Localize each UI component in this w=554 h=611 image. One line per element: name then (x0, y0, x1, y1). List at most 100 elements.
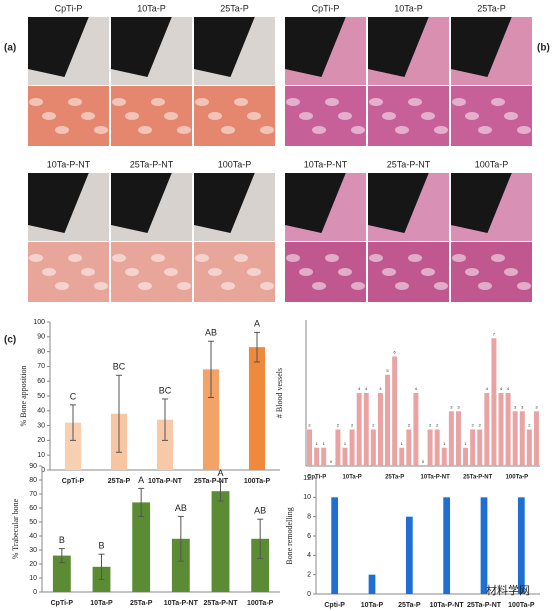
bar (202, 369, 220, 470)
value-label: 2 (429, 423, 432, 428)
value-label: 2 (436, 423, 439, 428)
bar (477, 429, 483, 466)
value-label: 2 (337, 423, 340, 428)
bar (385, 374, 391, 466)
tissue (195, 98, 209, 106)
y-tick-label: 10 (29, 575, 37, 582)
tissue (325, 254, 339, 262)
bar (335, 429, 341, 466)
y-tick-label: 0 (33, 589, 37, 596)
image-label: 25Ta-P (220, 3, 249, 13)
y-tick-label: 70 (29, 491, 37, 498)
y-tick-label: 80 (37, 348, 45, 355)
bar (512, 411, 518, 466)
tissue (68, 254, 82, 262)
tissue (299, 112, 313, 120)
bar (463, 447, 469, 466)
tissue (491, 254, 505, 262)
bar (434, 429, 440, 466)
bar (356, 393, 362, 466)
value-label: 1 (344, 441, 347, 446)
bar (533, 411, 539, 466)
value-label: 1 (464, 441, 467, 446)
bar (470, 429, 476, 466)
value-label: 4 (500, 386, 503, 391)
tissue (247, 268, 261, 276)
bar (498, 393, 504, 466)
bar (448, 411, 454, 466)
panel-label: (c) (4, 335, 16, 346)
image-label: 25Ta-P (477, 3, 506, 13)
tissue (421, 268, 435, 276)
tissue (247, 112, 261, 120)
bar (211, 491, 230, 592)
y-tick-label: 20 (37, 437, 45, 444)
tissue (434, 282, 448, 290)
tissue (151, 254, 165, 262)
value-label: 1 (401, 441, 404, 446)
tissue (55, 126, 69, 134)
tissue (465, 112, 479, 120)
significance-letter: AB (254, 506, 266, 516)
y-tick-label: 60 (37, 378, 45, 385)
bar (484, 393, 490, 466)
bar (52, 555, 71, 592)
value-label: 2 (308, 423, 311, 428)
value-label: 3 (521, 404, 524, 409)
tissue (208, 112, 222, 120)
value-label: 4 (365, 386, 368, 391)
tissue (177, 282, 191, 290)
tissue (260, 282, 274, 290)
x-tick-label: 25Ta-P-NT (467, 602, 502, 609)
image-label: 25Ta-P-NT (130, 159, 174, 169)
y-tick-label: 60 (29, 505, 37, 512)
bar (491, 338, 497, 466)
image-label: 10Ta-P-NT (47, 159, 91, 169)
value-label: 3 (450, 404, 453, 409)
x-tick-label: 25Ta-P-NT (463, 475, 493, 481)
y-tick-label: 12 (303, 475, 311, 482)
value-label: 5 (386, 368, 389, 373)
tissue (29, 254, 43, 262)
tissue (55, 282, 69, 290)
value-label: 4 (507, 386, 510, 391)
histology-image (368, 242, 449, 302)
tissue (81, 268, 95, 276)
significance-letter: BC (159, 385, 172, 395)
tissue (151, 98, 165, 106)
implant (28, 173, 89, 233)
tissue (465, 268, 479, 276)
implant (451, 17, 512, 77)
significance-letter: C (70, 391, 77, 401)
value-label: 6 (394, 350, 397, 355)
y-tick-label: 4 (307, 552, 311, 559)
x-tick-label: 100Ta-P (506, 475, 529, 481)
value-label: 4 (486, 386, 489, 391)
y-tick-label: 90 (29, 463, 37, 470)
tissue (338, 268, 352, 276)
value-label: 2 (472, 423, 475, 428)
bar (413, 393, 419, 466)
implant (194, 17, 255, 77)
tissue (112, 98, 126, 106)
tissue (138, 126, 152, 134)
tissue (382, 112, 396, 120)
y-tick-label: 2 (307, 572, 311, 579)
image-label: CpTi-P (312, 3, 340, 13)
significance-letter: BC (113, 362, 126, 372)
y-tick-label: 50 (37, 393, 45, 400)
tissue (29, 98, 43, 106)
histology-image (111, 86, 192, 146)
tissue (325, 98, 339, 106)
tissue (125, 112, 139, 120)
bar (455, 411, 461, 466)
y-tick-label: 40 (29, 533, 37, 540)
image-label: 10Ta-P (137, 3, 166, 13)
value-label: 2 (351, 423, 354, 428)
histology-image (194, 86, 275, 146)
image-label: 25Ta-P-NT (387, 159, 431, 169)
value-label: 3 (535, 404, 538, 409)
histology-image (28, 86, 109, 146)
value-label: 7 (493, 331, 496, 336)
x-tick-label: 25Ta-P-NT (203, 600, 238, 607)
